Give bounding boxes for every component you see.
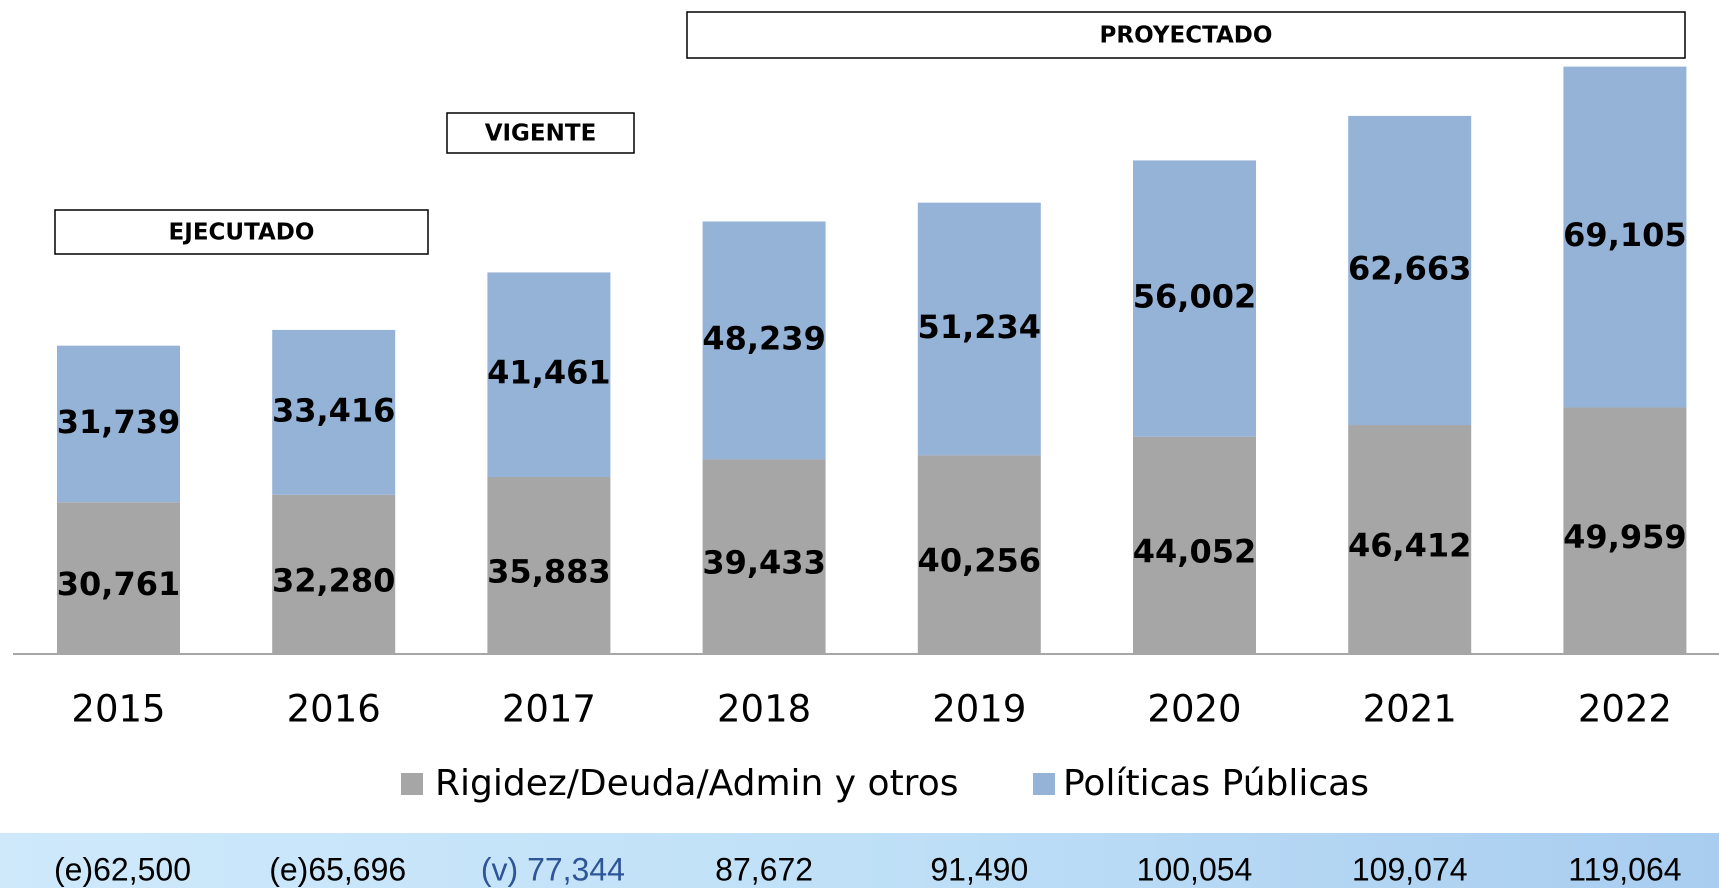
data-label: 32,280: [272, 561, 395, 599]
data-label: 51,234: [918, 308, 1041, 346]
bar-segment: [702, 459, 826, 654]
x-tick-label: 2022: [1578, 688, 1672, 731]
data-label: 33,416: [272, 391, 395, 429]
bar-segment: [487, 476, 611, 654]
data-label: 56,002: [1133, 278, 1256, 316]
x-tick-label: 2021: [1363, 688, 1457, 731]
bar-segment: [272, 494, 396, 654]
totals-band: [0, 833, 1719, 888]
data-label: 35,883: [487, 552, 610, 590]
total-label: (e)65,696: [269, 851, 406, 887]
x-tick-label: 2017: [502, 688, 596, 731]
total-label: 109,074: [1352, 851, 1468, 887]
data-label: 40,256: [918, 542, 1041, 580]
bar-segment: [272, 329, 396, 495]
bar-segment: [487, 272, 611, 477]
total-label: (e)62,500: [54, 851, 191, 887]
bar-segment: [702, 221, 826, 460]
data-label: 30,761: [57, 565, 180, 603]
data-label: 41,461: [487, 354, 610, 392]
bar-segment: [1348, 115, 1472, 426]
annotation-box: [686, 11, 1686, 59]
data-label: 69,105: [1563, 216, 1686, 254]
data-label: 48,239: [702, 319, 825, 357]
bar-segment: [57, 502, 180, 654]
bar-segment: [917, 455, 1041, 654]
total-label: (v) 77,344: [481, 851, 625, 887]
data-label: 31,739: [57, 403, 180, 441]
total-label: 87,672: [715, 851, 813, 887]
annotation-box: [446, 112, 635, 154]
legend-swatch: [401, 773, 423, 795]
bar-segment: [1563, 66, 1687, 408]
legend-label: Rigidez/Deuda/Admin y otros: [435, 763, 958, 804]
annotation: PROYECTADO: [1100, 23, 1273, 49]
x-tick-label: 2015: [71, 688, 165, 731]
legend-swatch: [1033, 773, 1055, 795]
data-label: 49,959: [1563, 518, 1686, 556]
x-tick-label: 2019: [932, 688, 1026, 731]
data-label: 39,433: [702, 544, 825, 582]
annotation: EJECUTADO: [169, 220, 315, 246]
x-tick-label: 2018: [717, 688, 811, 731]
bar-segment: [1563, 407, 1687, 654]
annotation: VIGENTE: [485, 121, 597, 147]
legend-label: Políticas Públicas: [1063, 763, 1369, 804]
bar-segment: [1133, 436, 1256, 654]
x-tick-label: 2016: [287, 688, 381, 731]
total-label: 119,064: [1568, 851, 1681, 887]
x-tick-label: 2020: [1147, 688, 1241, 731]
bar-segment: [1348, 425, 1472, 654]
bar-segment: [1133, 160, 1256, 437]
data-label: 44,052: [1133, 532, 1256, 570]
annotation-box: [54, 209, 429, 255]
total-label: 91,490: [930, 851, 1028, 887]
data-label: 46,412: [1348, 527, 1471, 565]
total-label: 100,054: [1137, 851, 1253, 887]
bar-segment: [917, 202, 1041, 456]
bar-segment: [57, 345, 180, 503]
data-label: 62,663: [1348, 249, 1471, 287]
